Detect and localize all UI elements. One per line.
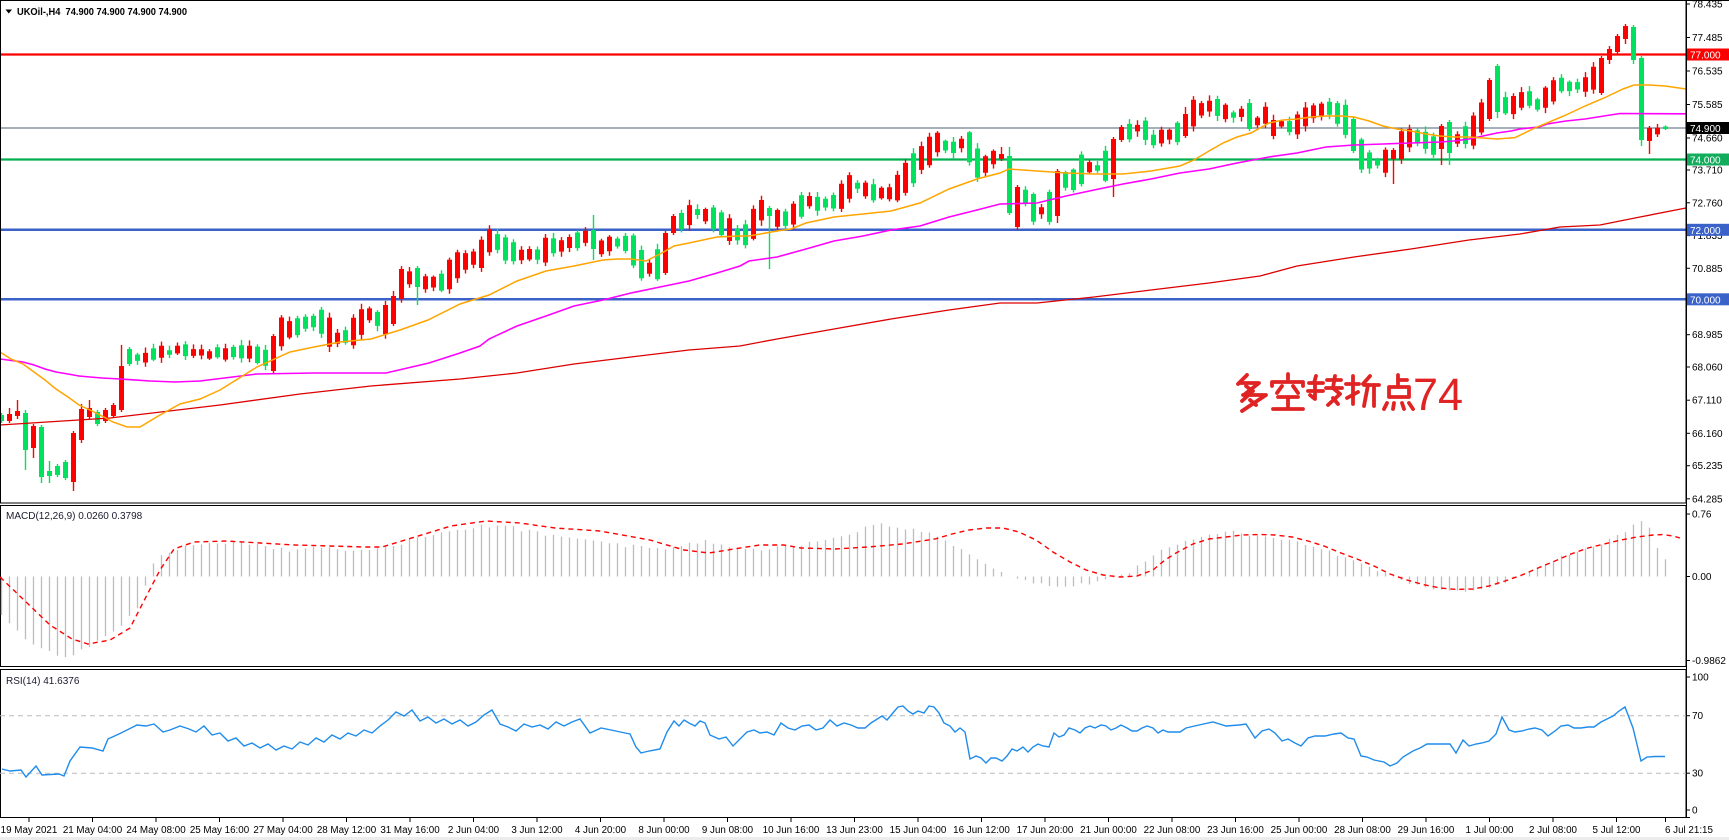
svg-text:13 Jun 23:00: 13 Jun 23:00 <box>826 825 883 836</box>
svg-text:29 Jun 16:00: 29 Jun 16:00 <box>1398 825 1455 836</box>
svg-text:1 Jul 00:00: 1 Jul 00:00 <box>1466 825 1514 836</box>
svg-text:78.435: 78.435 <box>1692 0 1723 11</box>
svg-text:70: 70 <box>1692 711 1704 722</box>
svg-text:19 May 2021: 19 May 2021 <box>1 825 58 836</box>
svg-text:2 Jul 08:00: 2 Jul 08:00 <box>1529 825 1577 836</box>
svg-text:74.000: 74.000 <box>1690 156 1721 167</box>
svg-text:65.235: 65.235 <box>1692 461 1723 472</box>
svg-text:28 May 12:00: 28 May 12:00 <box>317 825 377 836</box>
svg-text:67.110: 67.110 <box>1692 396 1722 407</box>
svg-text:3 Jun 12:00: 3 Jun 12:00 <box>511 825 563 836</box>
svg-text:68.060: 68.060 <box>1692 363 1723 374</box>
svg-text:6 Jul 21:15: 6 Jul 21:15 <box>1665 825 1713 836</box>
svg-text:64.285: 64.285 <box>1692 494 1723 505</box>
svg-text:21 May 04:00: 21 May 04:00 <box>63 825 123 836</box>
svg-text:27 May 04:00: 27 May 04:00 <box>253 825 313 836</box>
svg-text:21 Jun 00:00: 21 Jun 00:00 <box>1080 825 1137 836</box>
svg-text:74.900: 74.900 <box>1690 124 1721 135</box>
svg-text:71.835: 71.835 <box>1692 231 1723 242</box>
svg-text:2 Jun 04:00: 2 Jun 04:00 <box>448 825 500 836</box>
svg-text:10 Jun 16:00: 10 Jun 16:00 <box>763 825 820 836</box>
svg-text:30: 30 <box>1692 769 1704 780</box>
svg-text:77.485: 77.485 <box>1692 33 1723 44</box>
svg-text:22 Jun 08:00: 22 Jun 08:00 <box>1144 825 1201 836</box>
svg-text:MACD(12,26,9) 0.0260 0.3798: MACD(12,26,9) 0.0260 0.3798 <box>6 511 143 522</box>
svg-text:68.985: 68.985 <box>1692 330 1723 341</box>
svg-text:15 Jun 04:00: 15 Jun 04:00 <box>890 825 947 836</box>
svg-text:28 Jun 08:00: 28 Jun 08:00 <box>1334 825 1391 836</box>
svg-text:-0.9862: -0.9862 <box>1692 656 1726 667</box>
svg-text:72.000: 72.000 <box>1690 226 1721 237</box>
svg-text:UKOil-,H4 74.900 74.900 74.90: UKOil-,H4 74.900 74.900 74.900 74.900 <box>17 7 188 18</box>
svg-text:70.000: 70.000 <box>1690 295 1721 306</box>
svg-text:100: 100 <box>1692 673 1709 684</box>
svg-text:23 Jun 16:00: 23 Jun 16:00 <box>1207 825 1264 836</box>
svg-text:75.585: 75.585 <box>1692 100 1723 111</box>
svg-text:31 May 16:00: 31 May 16:00 <box>380 825 440 836</box>
svg-text:76.535: 76.535 <box>1692 67 1723 78</box>
svg-text:17 Jun 20:00: 17 Jun 20:00 <box>1017 825 1074 836</box>
svg-text:25 May 16:00: 25 May 16:00 <box>190 825 250 836</box>
svg-text:9 Jun 08:00: 9 Jun 08:00 <box>702 825 754 836</box>
svg-text:0: 0 <box>1692 806 1698 817</box>
svg-text:77.000: 77.000 <box>1690 51 1721 62</box>
svg-text:0.00: 0.00 <box>1692 572 1712 583</box>
svg-text:8 Jun 00:00: 8 Jun 00:00 <box>638 825 690 836</box>
svg-text:4 Jun 20:00: 4 Jun 20:00 <box>575 825 627 836</box>
svg-text:0.76: 0.76 <box>1692 510 1712 521</box>
svg-text:74: 74 <box>1413 369 1463 420</box>
svg-text:72.760: 72.760 <box>1692 198 1723 209</box>
svg-text:74.660: 74.660 <box>1692 134 1723 145</box>
svg-text:24 May 08:00: 24 May 08:00 <box>126 825 186 836</box>
svg-text:70.885: 70.885 <box>1692 264 1723 275</box>
svg-text:25 Jun 00:00: 25 Jun 00:00 <box>1271 825 1328 836</box>
svg-text:RSI(14) 41.6376: RSI(14) 41.6376 <box>6 676 80 687</box>
svg-text:16 Jun 12:00: 16 Jun 12:00 <box>953 825 1010 836</box>
svg-text:73.710: 73.710 <box>1692 166 1723 177</box>
svg-text:5 Jul 12:00: 5 Jul 12:00 <box>1593 825 1641 836</box>
svg-text:66.160: 66.160 <box>1692 429 1723 440</box>
